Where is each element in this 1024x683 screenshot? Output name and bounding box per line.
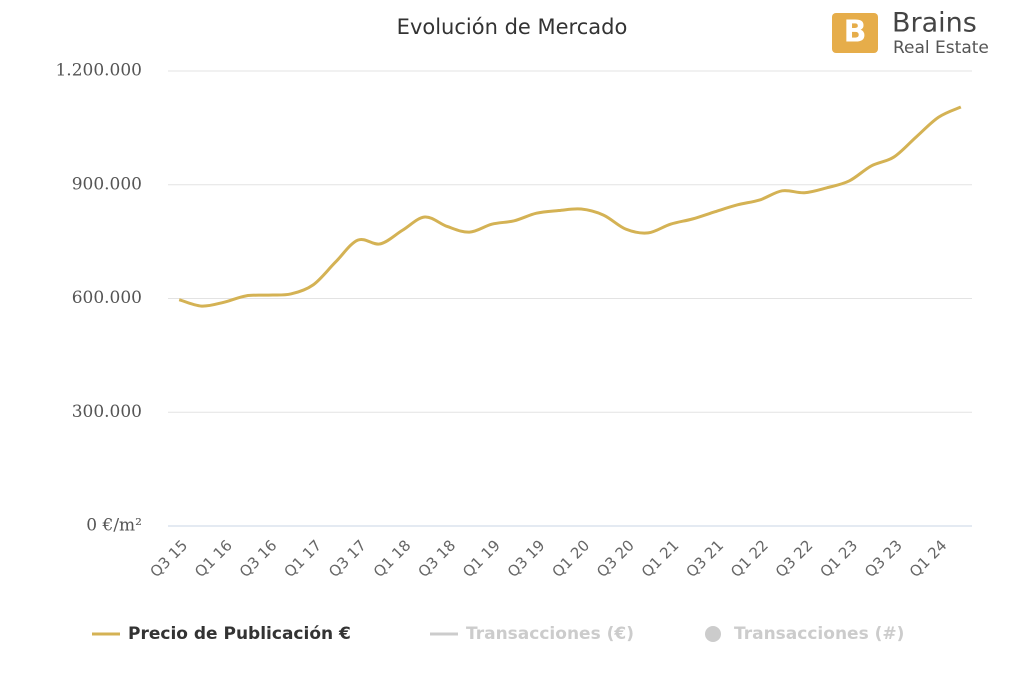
- x-tick-label: Q1 21: [638, 536, 683, 581]
- chart-title: Evolución de Mercado: [397, 15, 628, 39]
- x-tick-label: Q3 23: [861, 536, 906, 581]
- x-tick-label: Q3 21: [682, 536, 727, 581]
- x-tick-label: Q1 24: [906, 536, 951, 581]
- x-tick-label: Q3 18: [414, 536, 459, 581]
- x-tick-label: Q1 16: [191, 536, 236, 581]
- x-tick-label: Q3 22: [772, 536, 817, 581]
- legend-label: Transacciones (#): [734, 624, 904, 644]
- logo-letter: B: [844, 15, 867, 50]
- x-tick-label: Q3 20: [593, 536, 638, 581]
- x-tick-label: Q3 17: [325, 536, 370, 581]
- legend-symbol: [705, 626, 721, 642]
- y-tick-label: 900.000: [72, 174, 142, 194]
- x-tick-label: Q1 18: [370, 536, 415, 581]
- x-tick-label: Q1 23: [816, 536, 861, 581]
- x-tick-label: Q3 15: [146, 536, 191, 581]
- legend-label: Precio de Publicación €: [128, 624, 351, 644]
- series-line: [178, 105, 962, 308]
- logo-icon: [832, 13, 878, 53]
- logo-sub: Real Estate: [893, 38, 989, 58]
- x-tick-label: Q3 16: [236, 536, 281, 581]
- x-tick-label: Q1 20: [548, 536, 593, 581]
- x-tick-label: Q1 19: [459, 536, 504, 581]
- y-tick-label: 600.000: [72, 288, 142, 308]
- x-tick-label: Q1 17: [280, 536, 325, 581]
- logo-name: Brains: [892, 8, 977, 39]
- y-tick-label: 1.200.000: [55, 61, 142, 81]
- logo: B Brains Real Estate: [832, 8, 989, 58]
- x-tick-label: Q1 22: [727, 536, 772, 581]
- x-tick-label: Q3 19: [504, 536, 549, 581]
- y-tick-label: 300.000: [72, 402, 142, 422]
- y-tick-label: 0 €/m²: [86, 516, 142, 536]
- legend-label: Transacciones (€): [466, 624, 634, 644]
